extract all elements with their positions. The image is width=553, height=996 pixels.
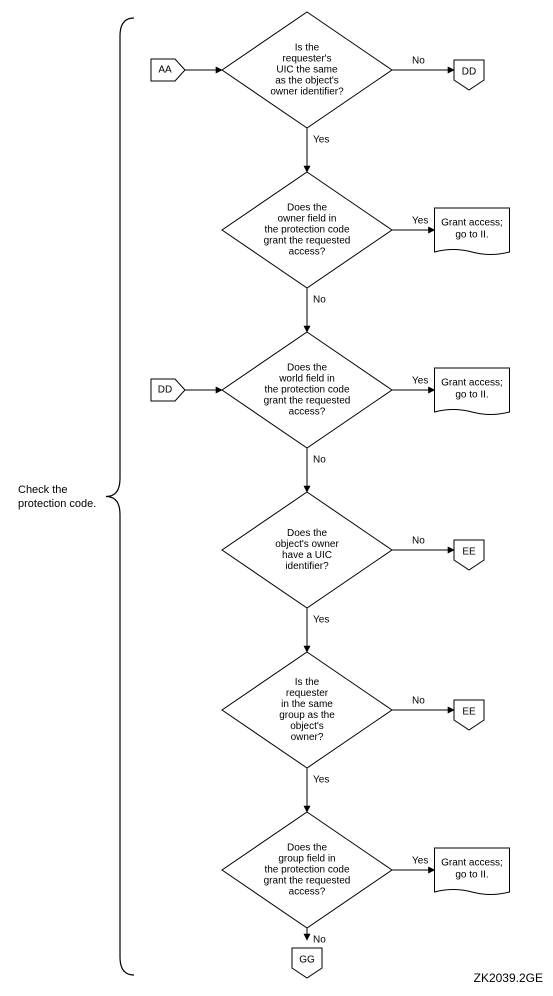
svg-text:go to II.: go to II.: [455, 390, 488, 401]
svg-text:group as the: group as the: [279, 710, 335, 721]
svg-text:as the object's: as the object's: [275, 76, 339, 87]
svg-text:protection code.: protection code.: [18, 498, 96, 510]
svg-text:EE: EE: [462, 547, 476, 558]
svg-text:Does the: Does the: [287, 203, 327, 214]
svg-text:owner?: owner?: [291, 732, 324, 743]
svg-text:Does the: Does the: [287, 843, 327, 854]
svg-text:Grant access;: Grant access;: [441, 218, 503, 229]
svg-text:the protection code: the protection code: [264, 385, 349, 396]
svg-text:No: No: [313, 935, 326, 946]
svg-text:owner field in: owner field in: [278, 214, 337, 225]
svg-text:object's: object's: [290, 721, 324, 732]
svg-text:in the same: in the same: [281, 699, 333, 710]
svg-text:object's owner: object's owner: [275, 539, 339, 550]
svg-text:world field in: world field in: [278, 374, 335, 385]
svg-text:EE: EE: [462, 707, 476, 718]
svg-text:grant the requested: grant the requested: [264, 236, 351, 247]
svg-text:AA: AA: [158, 65, 172, 76]
svg-text:GG: GG: [299, 955, 315, 966]
svg-text:ZK2039.2GE: ZK2039.2GE: [474, 971, 543, 985]
svg-text:DD: DD: [462, 67, 476, 78]
svg-text:identifier?: identifier?: [285, 561, 329, 572]
svg-text:the protection code: the protection code: [264, 225, 349, 236]
svg-text:Yes: Yes: [412, 216, 428, 227]
svg-text:go to II.: go to II.: [455, 870, 488, 881]
svg-text:No: No: [412, 56, 425, 67]
svg-text:Grant access;: Grant access;: [441, 378, 503, 389]
svg-text:Yes: Yes: [313, 775, 329, 786]
svg-text:requester's: requester's: [282, 54, 331, 65]
svg-text:grant the requested: grant the requested: [264, 396, 351, 407]
svg-text:No: No: [313, 455, 326, 466]
svg-text:access?: access?: [289, 887, 326, 898]
svg-text:DD: DD: [158, 385, 172, 396]
svg-text:Check the: Check the: [18, 484, 68, 496]
flowchart-svg: Check theprotection code.Is therequester…: [0, 0, 553, 991]
svg-text:group field in: group field in: [278, 854, 335, 865]
svg-text:have a UIC: have a UIC: [282, 550, 332, 561]
svg-text:requester: requester: [286, 688, 329, 699]
svg-text:access?: access?: [289, 407, 326, 418]
svg-text:Yes: Yes: [412, 856, 428, 867]
svg-text:Yes: Yes: [412, 376, 428, 387]
svg-text:go to II.: go to II.: [455, 230, 488, 241]
svg-text:owner identifier?: owner identifier?: [270, 87, 344, 98]
svg-text:grant the requested: grant the requested: [264, 876, 351, 887]
svg-text:Does the: Does the: [287, 363, 327, 374]
svg-text:UIC the same: UIC the same: [276, 65, 338, 76]
svg-text:Is the: Is the: [295, 43, 320, 54]
svg-text:No: No: [412, 696, 425, 707]
svg-text:access?: access?: [289, 247, 326, 258]
svg-text:Does the: Does the: [287, 528, 327, 539]
svg-text:Yes: Yes: [313, 615, 329, 626]
svg-text:Is the: Is the: [295, 677, 320, 688]
svg-text:No: No: [313, 295, 326, 306]
svg-text:No: No: [412, 536, 425, 547]
svg-text:Grant access;: Grant access;: [441, 858, 503, 869]
svg-text:Yes: Yes: [313, 135, 329, 146]
svg-text:the protection code: the protection code: [264, 865, 349, 876]
